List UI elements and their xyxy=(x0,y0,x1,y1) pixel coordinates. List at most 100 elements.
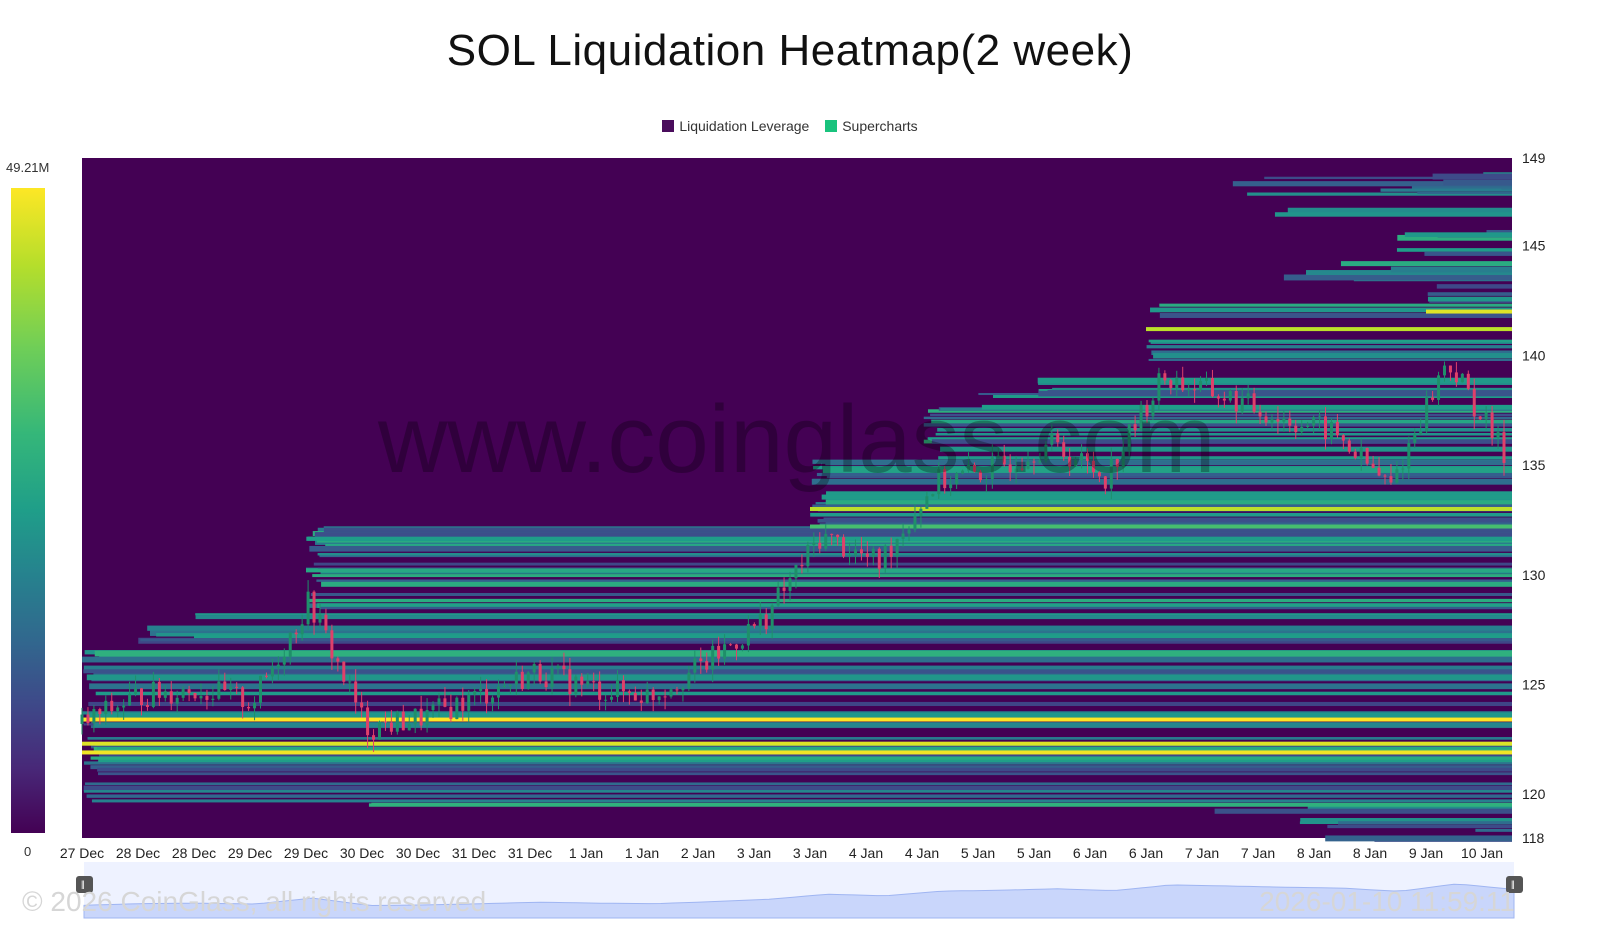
candle-body xyxy=(1026,461,1030,469)
candle-body xyxy=(556,665,560,668)
candle-body xyxy=(449,706,453,720)
heat-band xyxy=(195,613,1512,616)
liquidation-band xyxy=(810,506,1512,511)
candle-body xyxy=(1413,434,1417,443)
candle-body xyxy=(247,706,251,709)
candle-body xyxy=(693,658,697,673)
candle-body xyxy=(193,692,197,699)
candle-body xyxy=(235,686,239,688)
heat-band xyxy=(1486,229,1512,235)
candle-body xyxy=(413,708,417,725)
candle-body xyxy=(1062,442,1066,457)
candle-body xyxy=(1502,432,1506,463)
navigator-series xyxy=(83,883,1515,919)
x-tick-label: 10 Jan xyxy=(1461,845,1503,861)
candle-body xyxy=(1187,389,1191,391)
candle-body xyxy=(907,529,911,534)
legend-item-supercharts[interactable]: Supercharts xyxy=(825,118,918,134)
heat-band xyxy=(324,527,1512,532)
heat-band xyxy=(84,782,1512,786)
candle-body xyxy=(1341,435,1345,441)
candle-body xyxy=(389,722,393,732)
heat-band xyxy=(1283,274,1512,281)
candle-body xyxy=(1490,412,1494,439)
candle-body xyxy=(1020,468,1024,470)
candle-body xyxy=(1478,416,1482,420)
x-tick-label: 29 Dec xyxy=(284,845,328,861)
candle-body xyxy=(86,714,90,724)
legend-label: Supercharts xyxy=(842,118,918,134)
candle-body xyxy=(491,697,495,704)
heat-band xyxy=(1148,358,1512,361)
x-tick-label: 7 Jan xyxy=(1241,845,1275,861)
x-tick-label: 5 Jan xyxy=(961,845,995,861)
x-tick-label: 2 Jan xyxy=(681,845,715,861)
candle-body xyxy=(169,691,173,704)
candle-body xyxy=(1133,424,1137,431)
candle-body xyxy=(199,696,203,699)
heat-band xyxy=(316,579,1513,582)
candle-body xyxy=(419,708,423,726)
candle-body xyxy=(1460,373,1464,383)
navigator-left-handle[interactable] xyxy=(76,876,93,893)
candle-body xyxy=(1324,416,1328,440)
candle-body xyxy=(354,681,358,703)
candle-body xyxy=(758,614,762,627)
heat-band xyxy=(812,504,1512,509)
heat-band xyxy=(981,404,1512,410)
candle-body xyxy=(306,591,310,625)
heat-band xyxy=(1232,181,1512,187)
liquidation-band xyxy=(306,568,1512,573)
candle-body xyxy=(1210,378,1214,397)
liquidation-band xyxy=(194,634,1512,639)
x-tick-label: 27 Dec xyxy=(60,845,104,861)
candle-body xyxy=(889,545,893,557)
x-tick-label: 28 Dec xyxy=(116,845,160,861)
heat-band xyxy=(1306,270,1512,276)
candle-body xyxy=(1437,375,1441,400)
candle-body xyxy=(1389,476,1393,483)
heat-band xyxy=(83,669,1512,674)
heat-band xyxy=(931,419,1512,424)
heat-band xyxy=(147,625,1513,631)
candle-body xyxy=(877,548,881,569)
navigator-right-handle[interactable] xyxy=(1506,876,1523,893)
candle-body xyxy=(139,688,143,706)
candle-body xyxy=(639,700,643,704)
candle-body xyxy=(104,700,108,715)
candle-body xyxy=(151,681,155,707)
candle-body xyxy=(1103,476,1107,489)
candle-body xyxy=(455,697,459,720)
heat-band xyxy=(1159,313,1512,318)
candle-body xyxy=(467,694,471,711)
candle-body xyxy=(1353,451,1357,458)
candle-body xyxy=(312,591,316,623)
heat-band xyxy=(816,472,1512,477)
heat-band xyxy=(1151,350,1512,356)
heat-band xyxy=(1153,353,1512,359)
x-tick-label: 7 Jan xyxy=(1185,845,1219,861)
colorscale-max-label: 49.21M xyxy=(6,160,50,175)
candle-body xyxy=(937,469,941,495)
heat-band xyxy=(825,461,1512,466)
candle-body xyxy=(669,689,673,697)
candle-body xyxy=(1383,475,1387,477)
y-axis: 149 145 140 135 130 125 120 118 xyxy=(1522,150,1546,846)
x-tick-label: 30 Dec xyxy=(340,845,384,861)
heat-band xyxy=(321,581,1512,587)
heat-band xyxy=(313,562,1513,566)
heat-band xyxy=(1429,300,1512,303)
colorscale-bar xyxy=(11,188,45,833)
y-tick-label: 140 xyxy=(1522,347,1546,363)
candle-body xyxy=(1032,461,1036,463)
candle-body xyxy=(1288,418,1292,426)
candle-body xyxy=(675,689,679,691)
candle-body xyxy=(972,464,976,472)
candle-body xyxy=(782,587,786,591)
candle-body xyxy=(1199,380,1203,390)
legend-item-liquidation-leverage[interactable]: Liquidation Leverage xyxy=(662,118,809,134)
candle-body xyxy=(437,698,441,705)
candle-body xyxy=(830,533,834,535)
candle-body xyxy=(431,704,435,711)
